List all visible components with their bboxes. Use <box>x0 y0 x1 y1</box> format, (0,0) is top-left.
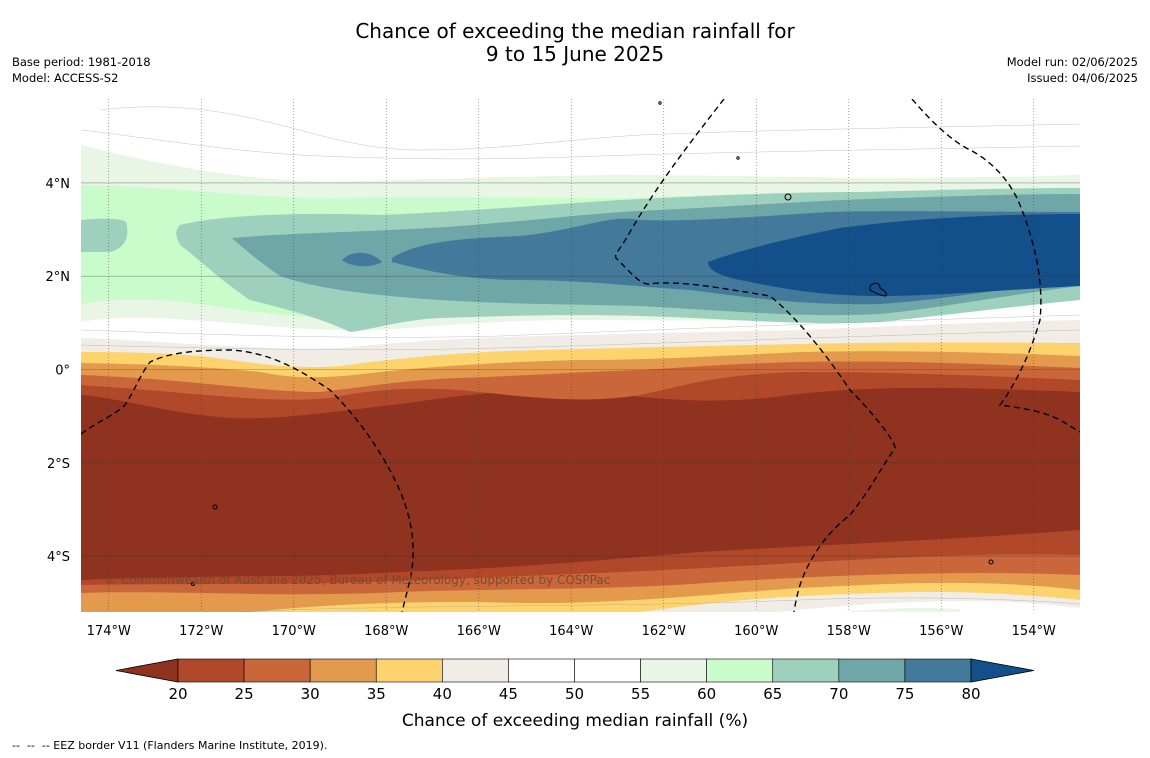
colorbar-tick-label: 65 <box>763 685 782 703</box>
colorbar-bin <box>442 658 509 683</box>
model-run-text: Model run: 02/06/2025 <box>1006 55 1138 69</box>
base-period-text: Base period: 1981-2018 <box>12 55 151 69</box>
colorbar-bin <box>574 658 641 683</box>
colorbar-tick-label: 70 <box>829 685 848 703</box>
graticule <box>81 99 1080 612</box>
colorbar-title: Chance of exceeding median rainfall (%) <box>402 711 748 731</box>
eez-border-lines <box>81 99 1080 612</box>
colorbar-bin <box>640 658 707 683</box>
colorbar-bin <box>838 658 906 683</box>
zone-wet-above-80 <box>708 214 1080 296</box>
colorbar-bin <box>309 658 377 683</box>
colorbar-bin <box>904 658 972 683</box>
colorbar-tick-label: 55 <box>631 685 650 703</box>
colorbar-tick-label: 20 <box>168 685 187 703</box>
copyright-watermark: © Commonwealth of Australia 2025, Bureau… <box>105 573 610 587</box>
run-info: Model run: 02/06/2025 Issued: 04/06/2025 <box>1007 54 1138 86</box>
map-title-line2: 9 to 15 June 2025 <box>485 42 665 66</box>
longitude-tick-label: 164°W <box>549 624 593 639</box>
colorbar-bin <box>243 658 311 683</box>
latitude-tick-label: 0° <box>55 363 70 378</box>
colorbar-tick-label: 30 <box>301 685 320 703</box>
map-title-line1: Chance of exceeding the median rainfall … <box>355 19 795 43</box>
eez-border-legend: -- -- -- EEZ border V11 (Flanders Marine… <box>12 739 328 752</box>
longitude-tick-label: 160°W <box>734 624 778 639</box>
colorbar-bin <box>177 658 245 683</box>
colorbar-bin <box>772 658 840 683</box>
colorbar-extend-high <box>970 658 1035 683</box>
colorbar: 20 25 30 35 40 45 50 55 60 65 70 75 80 <box>115 658 1035 703</box>
zone-south-45-55 <box>780 601 1080 612</box>
longitude-tick-label: 156°W <box>919 624 963 639</box>
longitude-tick-label: 162°W <box>642 624 686 639</box>
latitude-tick-label: 2°S <box>47 457 70 472</box>
longitude-tick-label: 166°W <box>457 624 501 639</box>
longitude-tick-label: 174°W <box>87 624 131 639</box>
colorbar-tick-label: 40 <box>433 685 452 703</box>
colorbar-tick-label: 75 <box>895 685 914 703</box>
longitude-tick-label: 170°W <box>272 624 316 639</box>
zone-south-55-60 <box>840 608 960 612</box>
colorbar-tick-label: 60 <box>697 685 716 703</box>
latitude-tick-label: 4°S <box>47 550 70 565</box>
latitude-tick-label: 4°N <box>46 177 71 192</box>
colorbar-extend-low <box>115 658 179 683</box>
colorbar-tick-label: 45 <box>499 685 518 703</box>
colorbar-bin <box>508 658 575 683</box>
longitude-tick-label: 168°W <box>364 624 408 639</box>
zone-north-light-green <box>81 145 1080 198</box>
islands <box>191 101 994 586</box>
latitude-tick-label: 2°N <box>46 270 71 285</box>
map-plot-area: © Commonwealth of Australia 2025, Bureau… <box>81 99 1080 612</box>
latitude-tick-labels: 4°N 2°N 0° 2°S 4°S <box>46 177 71 565</box>
longitude-tick-label: 154°W <box>1012 624 1056 639</box>
colorbar-bin <box>375 658 443 683</box>
colorbar-tick-label: 80 <box>961 685 980 703</box>
issued-text: Issued: 04/06/2025 <box>1027 71 1138 85</box>
model-info: Base period: 1981-2018 Model: ACCESS-S2 <box>12 54 151 86</box>
longitude-tick-label: 172°W <box>179 624 223 639</box>
colorbar-tick-label: 25 <box>235 685 254 703</box>
model-name-text: Model: ACCESS-S2 <box>12 71 119 85</box>
colorbar-tick-label: 50 <box>565 685 584 703</box>
longitude-tick-labels: 174°W 172°W 170°W 168°W 166°W 164°W 162°W 160°W… <box>87 624 1056 639</box>
zone-north-white <box>81 99 1080 182</box>
colorbar-bin <box>706 658 774 683</box>
longitude-tick-label: 158°W <box>827 624 871 639</box>
colorbar-tick-label: 35 <box>367 685 386 703</box>
